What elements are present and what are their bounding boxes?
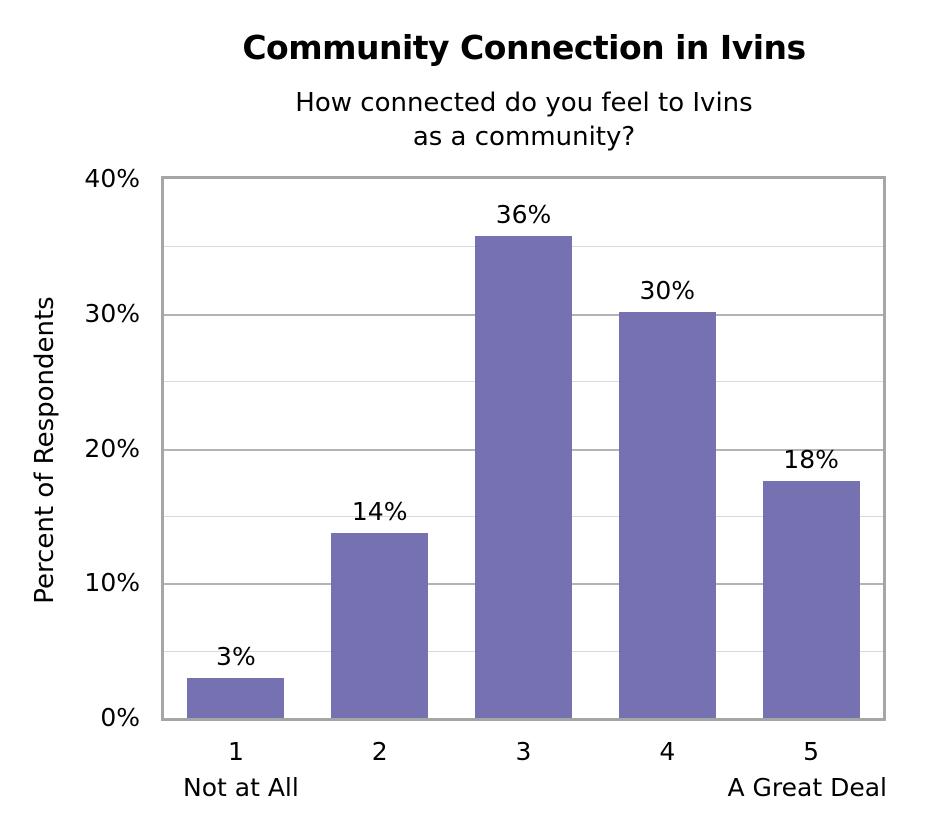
- chart-subtitle: How connected do you feel to Ivins as a …: [0, 86, 945, 154]
- bar-2: [331, 533, 429, 718]
- bar-4: [618, 312, 716, 718]
- x-tick-label: 3: [515, 737, 532, 766]
- y-tick-label: 40%: [84, 164, 140, 193]
- bar-1: [187, 677, 285, 718]
- y-tick-label: 0%: [100, 703, 140, 732]
- x-tick-label: 5: [803, 737, 820, 766]
- bar-value-label: 18%: [783, 444, 839, 474]
- y-tick-label: 10%: [84, 568, 140, 598]
- chart-title: Community Connection in Ivins: [242, 28, 806, 67]
- bar-5: [762, 480, 860, 718]
- bar-value-label: 30%: [639, 276, 696, 306]
- bar-value-label: 14%: [351, 497, 408, 527]
- subtitle-line-1: How connected do you feel to Ivins: [295, 88, 753, 118]
- x-tick-label: 4: [659, 737, 676, 766]
- plot-area: 3% 14% 36% 30% 18%: [161, 176, 886, 721]
- subtitle-line-2: as a community?: [412, 122, 636, 152]
- bar-value-label: 36%: [495, 199, 552, 229]
- x-tick-label: 1: [227, 737, 244, 766]
- x-tick-sublabel: Not at All: [183, 773, 299, 802]
- y-tick-label: 20%: [84, 433, 140, 463]
- y-tick-label: 30%: [84, 298, 140, 328]
- bar-value-label: 3%: [216, 641, 256, 671]
- y-axis-label: Percent of Respondents: [30, 296, 60, 604]
- x-tick-label: 2: [371, 737, 388, 766]
- x-tick-sublabel: A Great Deal: [727, 773, 888, 802]
- bar-3: [475, 235, 572, 718]
